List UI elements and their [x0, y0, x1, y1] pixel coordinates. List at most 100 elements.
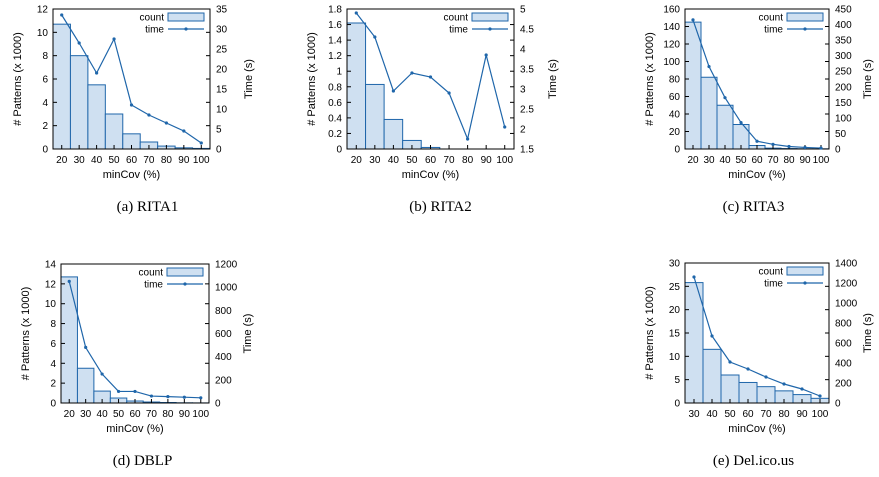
- chart-svg-delicious: 0 5 10 15 20 25 30 0 200 400 600 800 1000 1200 1400 30 4…: [644, 259, 874, 436]
- x-tick-label: 100: [496, 155, 513, 166]
- time-point-90: [182, 129, 186, 133]
- y2-tick-label: 100: [835, 113, 852, 124]
- y-tick-label: 120: [663, 40, 680, 51]
- y2-tick-label: 400: [835, 20, 852, 31]
- caption-delicious: (e) Del.ico.us: [712, 453, 795, 469]
- chart-panel-rita2: 0 0.2 0.4 0.6 0.8 1 1.2 1.4 1.6 1.8 1.5 2 2.5 3 3.5 4 4.…: [293, 0, 586, 195]
- y-tick-label: 10: [45, 299, 57, 310]
- legend-label-time: time: [144, 280, 163, 291]
- time-point-80: [787, 144, 791, 149]
- x-axis-label: minCov (%): [728, 169, 785, 181]
- y-tick-label: 140: [663, 22, 680, 33]
- y-tick-label: 10: [669, 352, 681, 363]
- time-point-20: [354, 11, 358, 15]
- time-point-20: [67, 279, 71, 283]
- bar-count-40: [716, 104, 734, 150]
- x-tick-label: 90: [179, 409, 191, 420]
- y-axis-label: # Patterns (x 1000): [20, 287, 32, 381]
- caption-rita2: (b) RITA2: [409, 199, 472, 215]
- x-tick-label: 30: [74, 155, 86, 166]
- bar-count-20: [52, 23, 71, 150]
- x-tick-label: 30: [369, 155, 381, 166]
- y2-tick-label: 15: [216, 85, 228, 96]
- x-tick-label: 40: [91, 155, 103, 166]
- y-tick-label: 20: [669, 127, 681, 138]
- x-tick-label: 70: [443, 155, 455, 166]
- y2-tick-label: 400: [215, 352, 232, 363]
- y-tick-label: 80: [669, 75, 681, 86]
- bar-count-50: [104, 113, 124, 150]
- x-tick-label: 30: [80, 409, 92, 420]
- x-tick-label: 70: [767, 155, 779, 166]
- y-tick-label: 0.8: [328, 82, 342, 93]
- y2-axis-label: Time (s): [243, 59, 255, 99]
- time-point-40: [723, 96, 727, 100]
- legend-swatch-time-marker: [803, 281, 807, 285]
- y2-tick-label: 4.5: [520, 25, 534, 36]
- chart-panel-rita3: 0 20 40 60 80 100 120 140 160 0 50 100 150 200 250 300 3…: [586, 0, 879, 195]
- y2-axis-label: Time (s): [862, 59, 874, 99]
- time-point-50: [116, 389, 121, 394]
- y-tick-label: 160: [663, 5, 680, 16]
- chart-panel-rita1: 0 2 4 6 8 10 12 0 5 10 15 20 25 30 35 20 30 40 50 60 70 80 90 1…: [0, 0, 293, 195]
- y2-tick-label: 350: [835, 36, 852, 47]
- x-tick-label: 60: [742, 409, 754, 420]
- legend-swatch-time-marker: [488, 27, 492, 31]
- legend-label-time: time: [145, 25, 164, 36]
- time-point-80: [164, 121, 168, 125]
- y2-axis-label: Time (s): [862, 313, 874, 353]
- y2-tick-label: 1200: [835, 279, 858, 290]
- x-tick-label: 80: [783, 155, 795, 166]
- x-tick-label: 40: [719, 155, 731, 166]
- y-tick-label: 40: [669, 110, 681, 121]
- y-tick-label: 12: [37, 5, 49, 16]
- y2-tick-label: 250: [835, 67, 852, 78]
- bar-count-40: [87, 84, 106, 150]
- y-tick-label: 4: [50, 359, 56, 370]
- y2-tick-label: 20: [216, 65, 228, 76]
- y-tick-label: 6: [50, 339, 56, 350]
- y2-tick-label: 4: [520, 45, 526, 56]
- y2-axis-label: Time (s): [242, 314, 254, 354]
- bar-count-30: [69, 55, 89, 150]
- time-point-60: [755, 139, 759, 143]
- bar-count-50: [720, 374, 740, 404]
- time-point-40: [95, 71, 99, 75]
- y2-tick-label: 600: [215, 329, 232, 340]
- time-point-90: [484, 53, 488, 57]
- y-axis-label: # Patterns (x 1000): [12, 32, 24, 126]
- legend-label-count: count: [444, 13, 469, 24]
- x-tick-label: 90: [481, 155, 493, 166]
- x-tick-label: 50: [735, 155, 747, 166]
- time-point-50: [112, 37, 116, 41]
- x-axis-label: minCov (%): [106, 423, 163, 435]
- y-tick-label: 1: [336, 67, 342, 78]
- legend-label-count: count: [759, 13, 784, 24]
- bar-count-20: [60, 276, 78, 404]
- x-tick-label: 100: [193, 155, 210, 166]
- time-point-30: [77, 41, 81, 45]
- x-tick-label: 90: [178, 155, 190, 166]
- y2-tick-label: 200: [215, 375, 232, 386]
- y-tick-label: 0: [336, 145, 342, 156]
- y-tick-label: 6: [42, 75, 48, 86]
- x-tick-label: 100: [812, 409, 829, 420]
- caption-rita1: (a) RITA1: [116, 199, 179, 215]
- time-line: [693, 276, 821, 397]
- y2-tick-label: 2.5: [520, 105, 534, 116]
- y2-axis-label: Time (s): [547, 59, 559, 99]
- x-tick-label: 90: [796, 409, 808, 420]
- x-axis-label: minCov (%): [103, 169, 160, 181]
- y2-tick-label: 50: [835, 129, 847, 140]
- y-tick-label: 10: [37, 28, 49, 39]
- bar-count-40: [383, 118, 404, 150]
- chart-panel-dblp: 0 2 4 6 8 10 12 14 0 200 400 600 800 1000 1200 20 30 40 50…: [0, 252, 293, 447]
- y-axis-label: # Patterns (x 1000): [644, 32, 656, 126]
- legend-label-count: count: [140, 13, 165, 24]
- legend-swatch-count: [786, 12, 824, 22]
- time-point-70: [147, 113, 151, 117]
- bar-count-30: [700, 76, 718, 150]
- x-tick-label: 20: [56, 155, 68, 166]
- y2-tick-label: 10: [216, 105, 228, 116]
- caption-rita3: (c) RITA3: [722, 199, 785, 215]
